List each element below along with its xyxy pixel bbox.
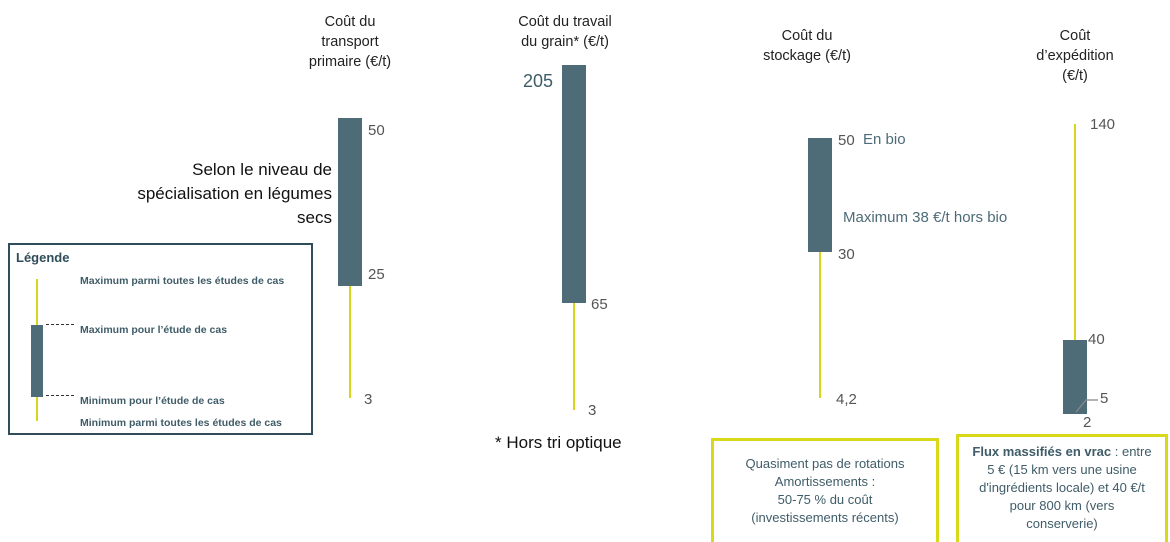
travail-title: Coût du travail du grain* (€/t) xyxy=(518,14,612,50)
expedition-mid-label: 5 xyxy=(1100,390,1109,407)
stockage-low-label: 30 xyxy=(838,246,855,263)
transport-high-label: 50 xyxy=(368,122,385,139)
en-bio-note: En bio xyxy=(863,131,906,148)
legend-dash-min xyxy=(46,395,74,396)
stockage-callout: Quasiment pas de rotations Amortissement… xyxy=(711,438,939,542)
expedition-callout-text: : entre 5 € (15 km vers une usine d'ingr… xyxy=(979,444,1152,531)
stockage-high-label: 50 xyxy=(838,132,855,149)
expedition-box xyxy=(1063,340,1087,414)
expedition-max-label: 140 xyxy=(1090,116,1116,133)
legend-box: Légende Maximum parmi toutes les études … xyxy=(8,243,313,435)
legend-title: Légende xyxy=(16,250,70,265)
stockage-title: Coût du stockage (€/t) xyxy=(763,28,851,64)
travail-low-label: 65 xyxy=(591,296,608,313)
stockage-min-label: 4,2 xyxy=(836,391,857,408)
transport-low-label: 25 xyxy=(368,266,385,283)
legend-min-all: Minimum parmi toutes les études de cas xyxy=(80,417,282,429)
specialisation-note: Selon le niveau de spécialisation en lég… xyxy=(137,160,332,227)
footnote: * Hors tri optique xyxy=(495,433,622,452)
stockage-callout-text: Quasiment pas de rotations Amortissement… xyxy=(745,456,905,525)
stockage-box xyxy=(808,138,832,252)
expedition-callout: Flux massifiés en vrac : entre 5 € (15 k… xyxy=(956,434,1168,542)
legend-box-sample xyxy=(31,325,43,397)
legend-max-case: Maximum pour l’étude de cas xyxy=(80,324,228,336)
travail-box xyxy=(562,65,586,303)
stockage-wick xyxy=(819,138,821,398)
expedition-title: Coût d’expédition (€/t) xyxy=(1036,28,1114,84)
expedition-arrow xyxy=(1075,399,1098,413)
expedition-high-label: 40 xyxy=(1088,331,1105,348)
expedition-callout-bold: Flux massifiés en vrac xyxy=(972,444,1112,459)
expedition-low-label: 2 xyxy=(1083,414,1092,431)
travail-high-label: 205 xyxy=(523,71,554,91)
legend-dash-max xyxy=(46,324,74,325)
legend-min-case: Minimum pour l’étude de cas xyxy=(80,395,225,407)
expedition-wick xyxy=(1074,124,1076,414)
transport-box xyxy=(338,118,362,286)
legend-max-all: Maximum parmi toutes les études de cas xyxy=(80,275,285,287)
max-hors-bio-note: Maximum 38 €/t hors bio xyxy=(843,209,1008,226)
travail-min-label: 3 xyxy=(588,402,597,419)
transport-min-label: 3 xyxy=(364,391,373,408)
transport-title: Coût du transport primaire (€/t) xyxy=(308,14,392,70)
